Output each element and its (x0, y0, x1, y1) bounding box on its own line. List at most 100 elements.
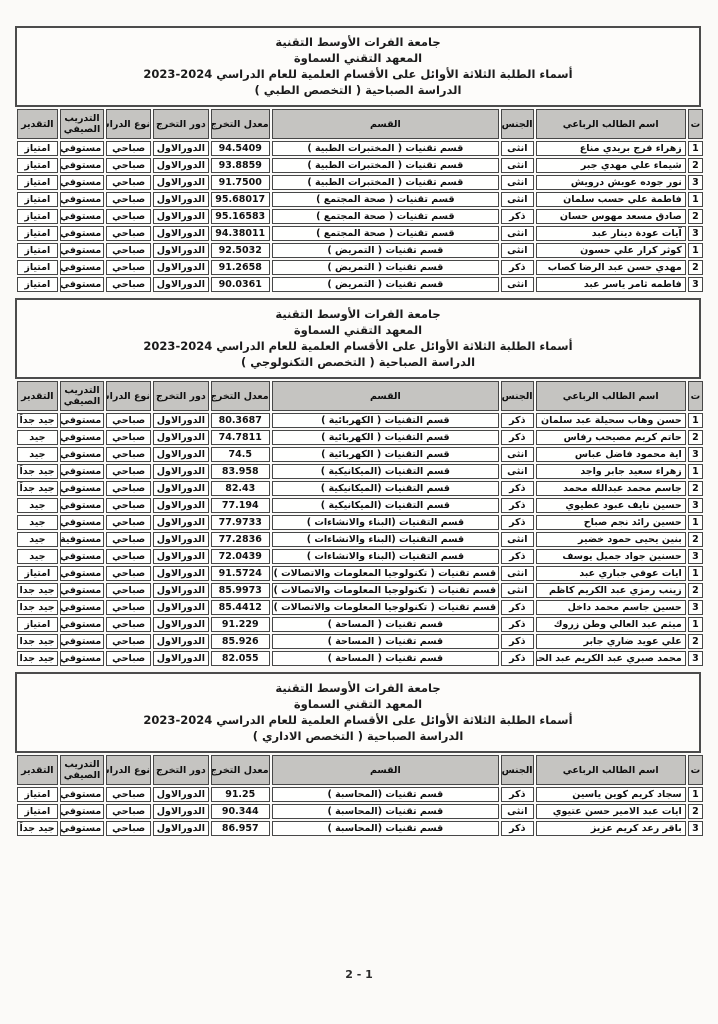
summer-training-cell: مستوفي (59, 821, 105, 836)
study-type-cell: صباحي (106, 413, 151, 428)
gender-cell: ذكر (501, 549, 534, 564)
study-type-cell: صباحي (106, 549, 151, 564)
table-header-row: ت اسم الطالب الرباعي الجنس القسم معدل ال… (17, 109, 703, 139)
table-row: 1 ايات عوفي جباري عبد انثى قسم تقنيات ( تكن… (17, 566, 703, 581)
department-cell: قسم تقنيات ( التمريض ) (271, 243, 500, 258)
study-type-cell: صباحي (106, 447, 151, 462)
graduation-average-cell: 91.2658 (210, 260, 270, 275)
summer-training-cell: مستوفي (59, 549, 105, 564)
graduation-round-cell: الدورالاول (152, 277, 209, 292)
grade-cell: جيد جدا (17, 651, 58, 666)
rank-cell: 3 (687, 651, 703, 666)
rank-cell: 3 (687, 549, 703, 564)
table-row: 1 فاطمة علي حسب سلمان انثى قسم تقنيات ( صحة… (17, 192, 703, 207)
col-header-gender: الجنس (501, 109, 534, 139)
gender-cell: انثى (501, 277, 534, 292)
summer-training-cell: مستوفي (59, 209, 105, 224)
gender-cell: انثى (501, 566, 534, 581)
section-title-block: جامعة الفرات الأوسط التقنية المعهد التقن… (15, 26, 701, 107)
study-type-cell: صباحي (106, 175, 151, 190)
grade-cell: امتياز (17, 566, 58, 581)
gender-cell: انثى (501, 192, 534, 207)
department-cell: قسم تقنيات ( تكنولوجيا المعلومات والاتصا… (271, 600, 500, 615)
col-header-graduation-average: معدل التخرج (210, 755, 270, 785)
study-type-cell: صباحي (106, 600, 151, 615)
grade-cell: امتياز (17, 209, 58, 224)
gender-cell: انثى (501, 583, 534, 598)
summer-training-cell: مستوفية (59, 532, 105, 547)
department-cell: قسم التقنيات (الميكانيكية ) (271, 481, 500, 496)
rank-cell: 2 (687, 583, 703, 598)
table-row: 1 ميثم عبد العالي وطن زروك ذكر قسم تقنيات (… (17, 617, 703, 632)
table-row: 2 حاتم كريم مصيحب رفاس ذكر قسم التقنيات ( ا… (17, 430, 703, 445)
department-cell: قسم تقنيات ( المساحة ) (271, 617, 500, 632)
col-header-summer-training: التدريب الصيفي (59, 755, 105, 785)
rank-cell: 1 (687, 787, 703, 802)
summer-training-cell: مستوفي (59, 651, 105, 666)
student-name-cell: باقر رعد كريم عزيز (535, 821, 686, 836)
student-name-cell: حسين رائد نجم صباح (535, 515, 686, 530)
grade-cell: جيد جداً (17, 821, 58, 836)
graduation-average-cell: 72.0439 (210, 549, 270, 564)
col-header-rank: ت (687, 381, 703, 411)
col-header-graduation-average: معدل التخرج (210, 109, 270, 139)
rank-cell: 1 (687, 464, 703, 479)
section-administrative: جامعة الفرات الأوسط التقنية المعهد التقن… (15, 672, 705, 838)
study-type-cell: صباحي (106, 158, 151, 173)
student-name-cell: حاتم كريم مصيحب رفاس (535, 430, 686, 445)
graduation-average-cell: 80.3687 (210, 413, 270, 428)
student-name-cell: محمد صبري عبد الكريم عبد الحسين (535, 651, 686, 666)
graduation-average-cell: 94.38011 (210, 226, 270, 241)
graduation-round-cell: الدورالاول (152, 226, 209, 241)
graduation-average-cell: 94.5409 (210, 141, 270, 156)
study-type-cell: صباحي (106, 583, 151, 598)
summer-training-cell: مستوفي (59, 515, 105, 530)
summer-training-cell: مستوفي (59, 566, 105, 581)
study-type-cell: صباحي (106, 260, 151, 275)
rank-cell: 2 (687, 158, 703, 173)
grade-cell: امتياز (17, 141, 58, 156)
grade-cell: جيد جداً (17, 481, 58, 496)
table-row: 1 سجاد كريم كوين ياسين ذكر قسم تقنيات (المح… (17, 787, 703, 802)
list-title: أسماء الطلبة الثلاثة الأوائل على الأقسام… (143, 67, 573, 81)
study-specialization: الدراسة الصباحية ( التخصص الطبي ) (254, 83, 462, 97)
list-title: أسماء الطلبة الثلاثة الأوائل على الأقسام… (143, 339, 573, 353)
student-name-cell: علي عويد ضاري جابر (535, 634, 686, 649)
gender-cell: انثى (501, 226, 534, 241)
col-header-gender: الجنس (501, 381, 534, 411)
graduation-average-cell: 91.25 (210, 787, 270, 802)
summer-training-cell: مستوفي (59, 158, 105, 173)
department-cell: قسم تقنيات ( صحة المجتمع ) (271, 226, 500, 241)
grade-cell: جيد (17, 447, 58, 462)
graduation-round-cell: الدورالاول (152, 804, 209, 819)
department-cell: قسم التقنيات ( الكهربائية ) (271, 413, 500, 428)
graduation-round-cell: الدورالاول (152, 158, 209, 173)
gender-cell: ذكر (501, 260, 534, 275)
grade-cell: امتياز (17, 804, 58, 819)
table-row: 3 حسنين جواد جميل يوسف ذكر قسم التقنيات (ال… (17, 549, 703, 564)
summer-training-cell: مستوفي (59, 634, 105, 649)
summer-training-cell: مستوفي (59, 617, 105, 632)
graduation-round-cell: الدورالاول (152, 532, 209, 547)
grade-cell: جيد (17, 549, 58, 564)
graduation-round-cell: الدورالاول (152, 600, 209, 615)
department-cell: قسم التقنيات ( الكهربائية ) (271, 430, 500, 445)
gender-cell: ذكر (501, 787, 534, 802)
summer-training-cell: مستوفي (59, 413, 105, 428)
graduation-round-cell: الدورالاول (152, 464, 209, 479)
table-row: 2 جاسم محمد عبدالله محمد ذكر قسم التقنيات (… (17, 481, 703, 496)
section-title-block: جامعة الفرات الأوسط التقنية المعهد التقن… (15, 672, 701, 753)
graduation-round-cell: الدورالاول (152, 583, 209, 598)
student-name-cell: فاطمة علي حسب سلمان (535, 192, 686, 207)
gender-cell: ذكر (501, 430, 534, 445)
graduation-average-cell: 91.7500 (210, 175, 270, 190)
graduation-average-cell: 90.344 (210, 804, 270, 819)
gender-cell: ذكر (501, 600, 534, 615)
rank-cell: 3 (687, 498, 703, 513)
grade-cell: امتياز (17, 260, 58, 275)
student-name-cell: زهراء فرج بريدي مناع (535, 141, 686, 156)
table-row: 2 علي عويد ضاري جابر ذكر قسم تقنيات ( المسا… (17, 634, 703, 649)
table-row: 2 بنين يحيى حمود خضير انثى قسم التقنيات (ال… (17, 532, 703, 547)
